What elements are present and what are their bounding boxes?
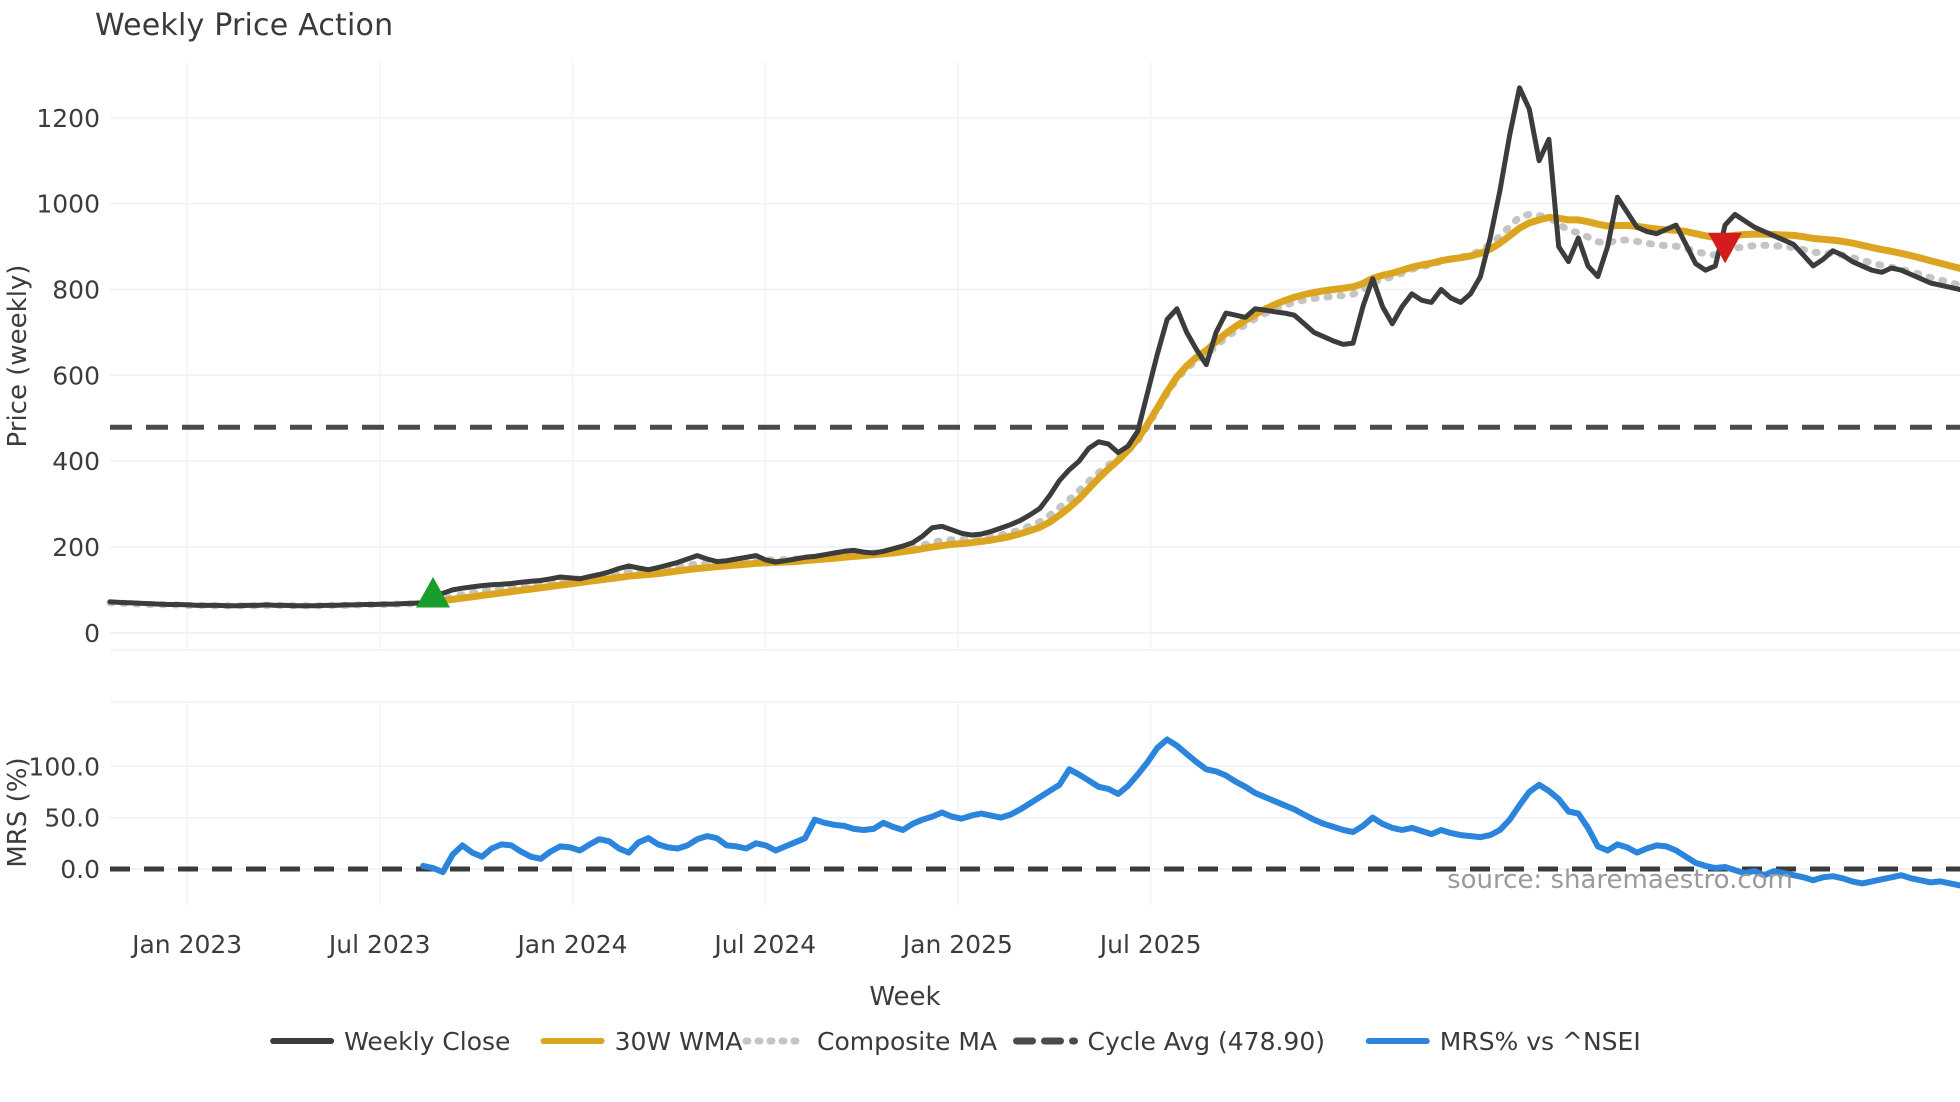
source-watermark: source: sharemaestro.com [1447,865,1793,895]
price-series-layer [106,85,1960,610]
mrs-y-tick: 100.0 [28,752,100,781]
price-y-tick: 200 [52,533,100,562]
legend-label: Weekly Close [344,1027,510,1056]
legend[interactable]: Weekly Close 30W WMA Composite MA Cycle Avg… [270,1027,1641,1056]
mrs-y-tick: 0.0 [60,855,100,884]
legend-label: MRS% vs ^NSEI [1440,1027,1641,1056]
legend-label: Cycle Avg (478.90) [1088,1027,1326,1056]
legend-item[interactable]: Cycle Avg (478.90) [1013,1027,1326,1056]
legend-item[interactable]: 30W WMA [540,1027,743,1056]
x-tick-label: Jan 2025 [901,930,1013,959]
legend-item[interactable]: MRS% vs ^NSEI [1365,1027,1641,1056]
composite-ma-line [106,210,1960,610]
wma-30w-line [429,213,1960,606]
page-title: Weekly Price Action [95,8,394,43]
price-y-tick: 1000 [36,190,100,219]
weekly-close-line [107,85,1960,609]
price-y-tick: 1200 [36,104,100,133]
price-y-tick: 800 [52,275,100,304]
x-tick-label: Jan 2023 [130,930,242,959]
legend-item[interactable]: Composite MA [742,1027,997,1056]
mrs-line [420,736,1960,889]
gridlines-layer [110,62,1960,905]
axis-labels-layer: 0 200 400 600 800 1000 1200 Price (weekly) 0.0 50… [3,104,1201,1012]
price-axis-title: Price (weekly) [3,265,33,448]
x-tick-label: Jan 2024 [515,930,627,959]
buy-signal-marker [416,576,451,608]
x-tick-label: Jul 2025 [1098,930,1202,959]
mrs-series-layer [110,736,1960,889]
mrs-axis-title: MRS (%) [3,757,33,867]
watermark-layer: source: sharemaestro.com [1447,865,1793,895]
signal-markers-layer [416,232,1743,608]
price-y-tick: 0 [84,619,100,648]
mrs-y-tick: 50.0 [44,804,100,833]
x-axis-title: Week [869,982,940,1012]
legend-item[interactable]: Weekly Close [270,1027,510,1056]
legend-label: 30W WMA [615,1027,743,1056]
sell-signal-marker [1708,232,1743,264]
x-tick-label: Jul 2023 [327,930,431,959]
price-y-tick: 600 [52,361,100,390]
price-y-tick: 400 [52,447,100,476]
legend-label: Composite MA [817,1027,997,1056]
x-tick-label: Jul 2024 [712,930,816,959]
